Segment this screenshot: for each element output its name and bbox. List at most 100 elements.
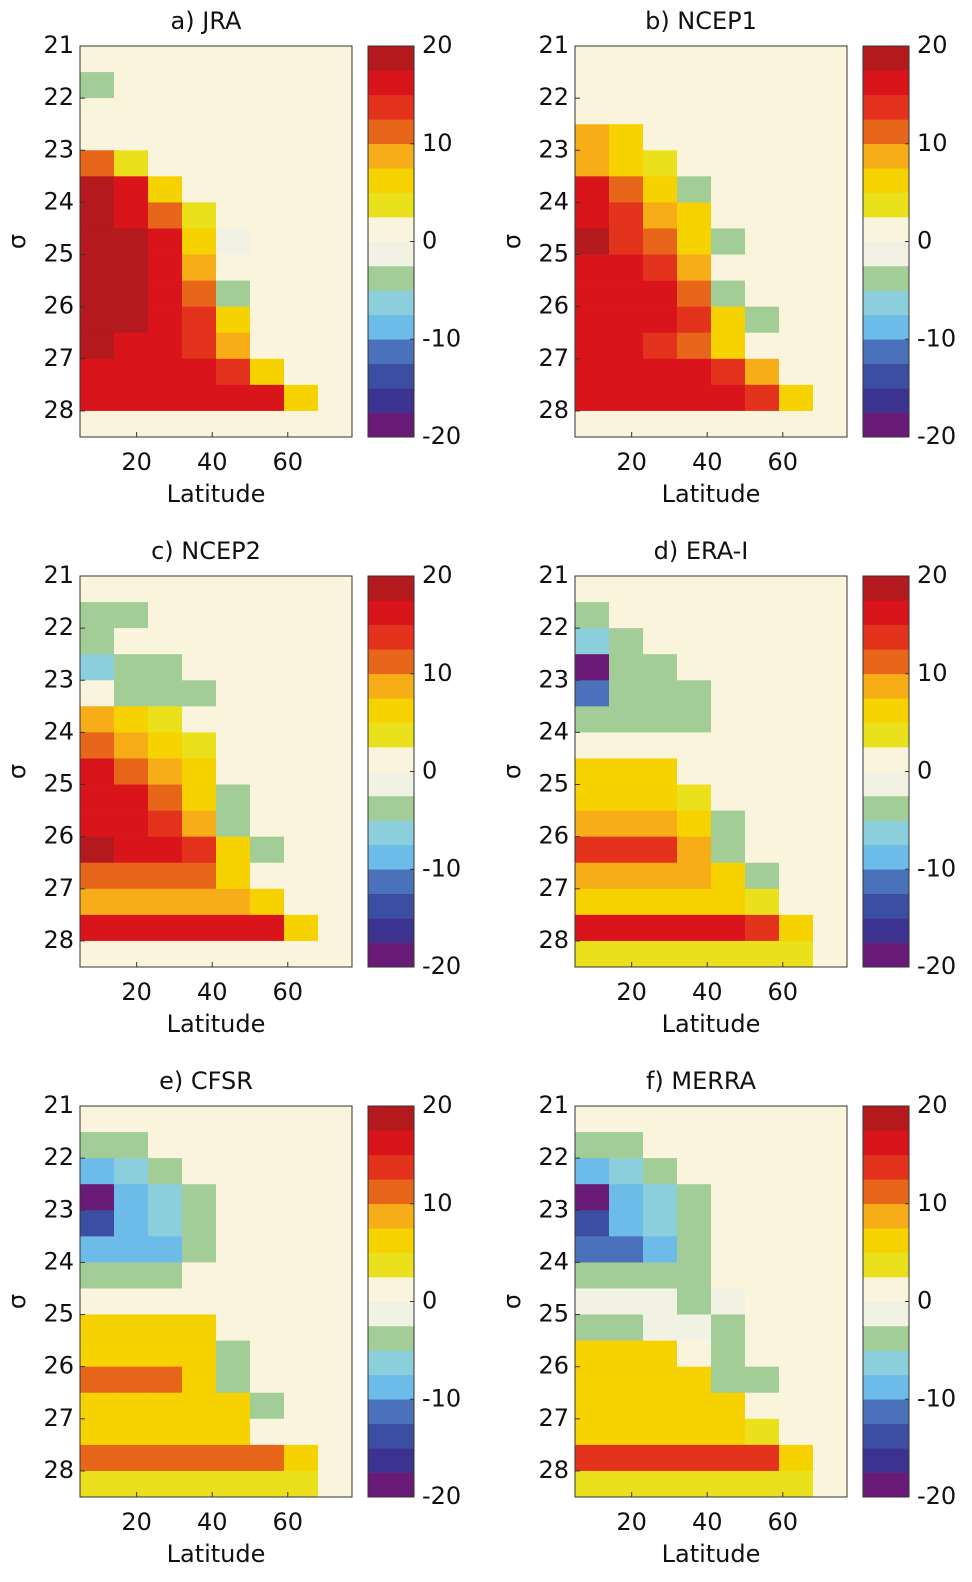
colorbar-tick-label: 20 [917,561,948,589]
heatmap-cell [575,358,610,386]
colorbar-segment [368,1179,414,1205]
colorbar-segment [368,388,414,413]
heatmap-cell [182,46,217,73]
heatmap-cell [80,1444,115,1472]
heatmap-cell [114,1288,149,1315]
heatmap-cell [114,1106,149,1133]
colorbar-tick-label: -20 [917,422,956,450]
heatmap-cell [284,384,319,412]
heatmap-cell [745,1392,780,1420]
heatmap-cell [114,306,149,334]
heatmap-cell [677,410,712,438]
heatmap-cell [182,1444,217,1472]
heatmap-cell [575,98,610,125]
colorbar-segment [863,844,909,870]
heatmap-cell [250,576,285,603]
colorbar-segment [368,290,414,316]
heatmap-cell [182,150,217,177]
heatmap-cell [148,1288,183,1315]
heatmap-cell [575,1132,610,1159]
heatmap-cell [284,628,319,655]
heatmap-cell [575,1288,610,1315]
y-axis-label: σ [3,1294,31,1309]
colorbar-segment [368,46,414,71]
heatmap-cell [609,1444,644,1472]
x-tick-label: 40 [692,448,723,476]
heatmap-cell [148,72,183,99]
y-tick-label: 28 [538,926,569,954]
colorbar-segment [863,46,909,71]
heatmap-cell [677,1418,712,1446]
colorbar-segment [368,942,414,968]
colorbar-segment [863,119,909,145]
heatmap-cell [575,254,610,281]
colorbar-segment [368,1203,414,1229]
heatmap-cell [182,810,217,837]
heatmap-cell [284,1418,319,1446]
y-tick-label: 23 [538,1195,569,1223]
heatmap-cell [813,1236,848,1263]
heatmap-cell [80,358,115,386]
colorbar-segment [863,388,909,413]
heatmap-cell [609,254,644,281]
heatmap-cell [745,940,780,968]
colorbar-segment [863,1399,909,1424]
heatmap-cell [182,784,217,811]
heatmap-cell [609,280,644,307]
heatmap-cell [711,1184,746,1211]
heatmap-cell [643,706,678,733]
heatmap-cell [813,1392,848,1420]
colorbar-segment [368,1472,414,1498]
heatmap-cell [318,888,353,916]
heatmap-cell [779,1236,814,1263]
heatmap-cell [575,124,610,151]
heatmap-cell [148,410,183,438]
heatmap-cell [182,862,217,890]
heatmap-cell [148,280,183,307]
heatmap-cell [284,1236,319,1263]
colorbar-tick-label: 20 [422,561,453,589]
heatmap-cell [80,1236,115,1263]
heatmap-cell [182,940,217,968]
heatmap-cell [779,1392,814,1420]
heatmap-cell [745,332,780,360]
heatmap-cell [779,1470,814,1498]
heatmap-cell [677,1470,712,1498]
x-tick-label: 40 [692,1508,723,1536]
heatmap-cell [643,72,678,99]
y-tick-label: 21 [43,31,74,59]
heatmap-cell [182,410,217,438]
heatmap-cell [318,1418,353,1446]
colorbar-segment [863,168,909,193]
heatmap-cell [216,358,251,386]
heatmap-cell [250,124,285,151]
colorbar-tick-label: 20 [422,31,453,59]
x-tick-label: 60 [768,978,799,1006]
colorbar-tick-label: -20 [917,1482,956,1510]
heatmap-cell [779,628,814,655]
heatmap-cell [284,758,319,785]
heatmap-cell [779,758,814,785]
heatmap-cell [745,1158,780,1185]
heatmap-cell [182,576,217,603]
heatmap-cell [216,1366,251,1394]
heatmap-cell [643,1132,678,1159]
heatmap-cell [148,124,183,151]
heatmap-cell [677,280,712,307]
heatmap-cell [745,706,780,733]
heatmap-cell [250,98,285,125]
heatmap-cell [609,176,644,203]
heatmap-cell [575,1314,610,1341]
heatmap-cell [745,124,780,151]
heatmap-cell [711,1392,746,1420]
heatmap-cell [250,758,285,785]
heatmap-cell [677,202,712,229]
heatmap-cell [643,306,678,334]
heatmap-cell [182,176,217,203]
heatmap-cell [813,914,848,942]
heatmap-cell [643,784,678,811]
heatmap-cell [745,1288,780,1315]
heatmap-cell [318,1158,353,1185]
heatmap-cell [182,124,217,151]
x-axis-label: Latitude [662,480,761,508]
